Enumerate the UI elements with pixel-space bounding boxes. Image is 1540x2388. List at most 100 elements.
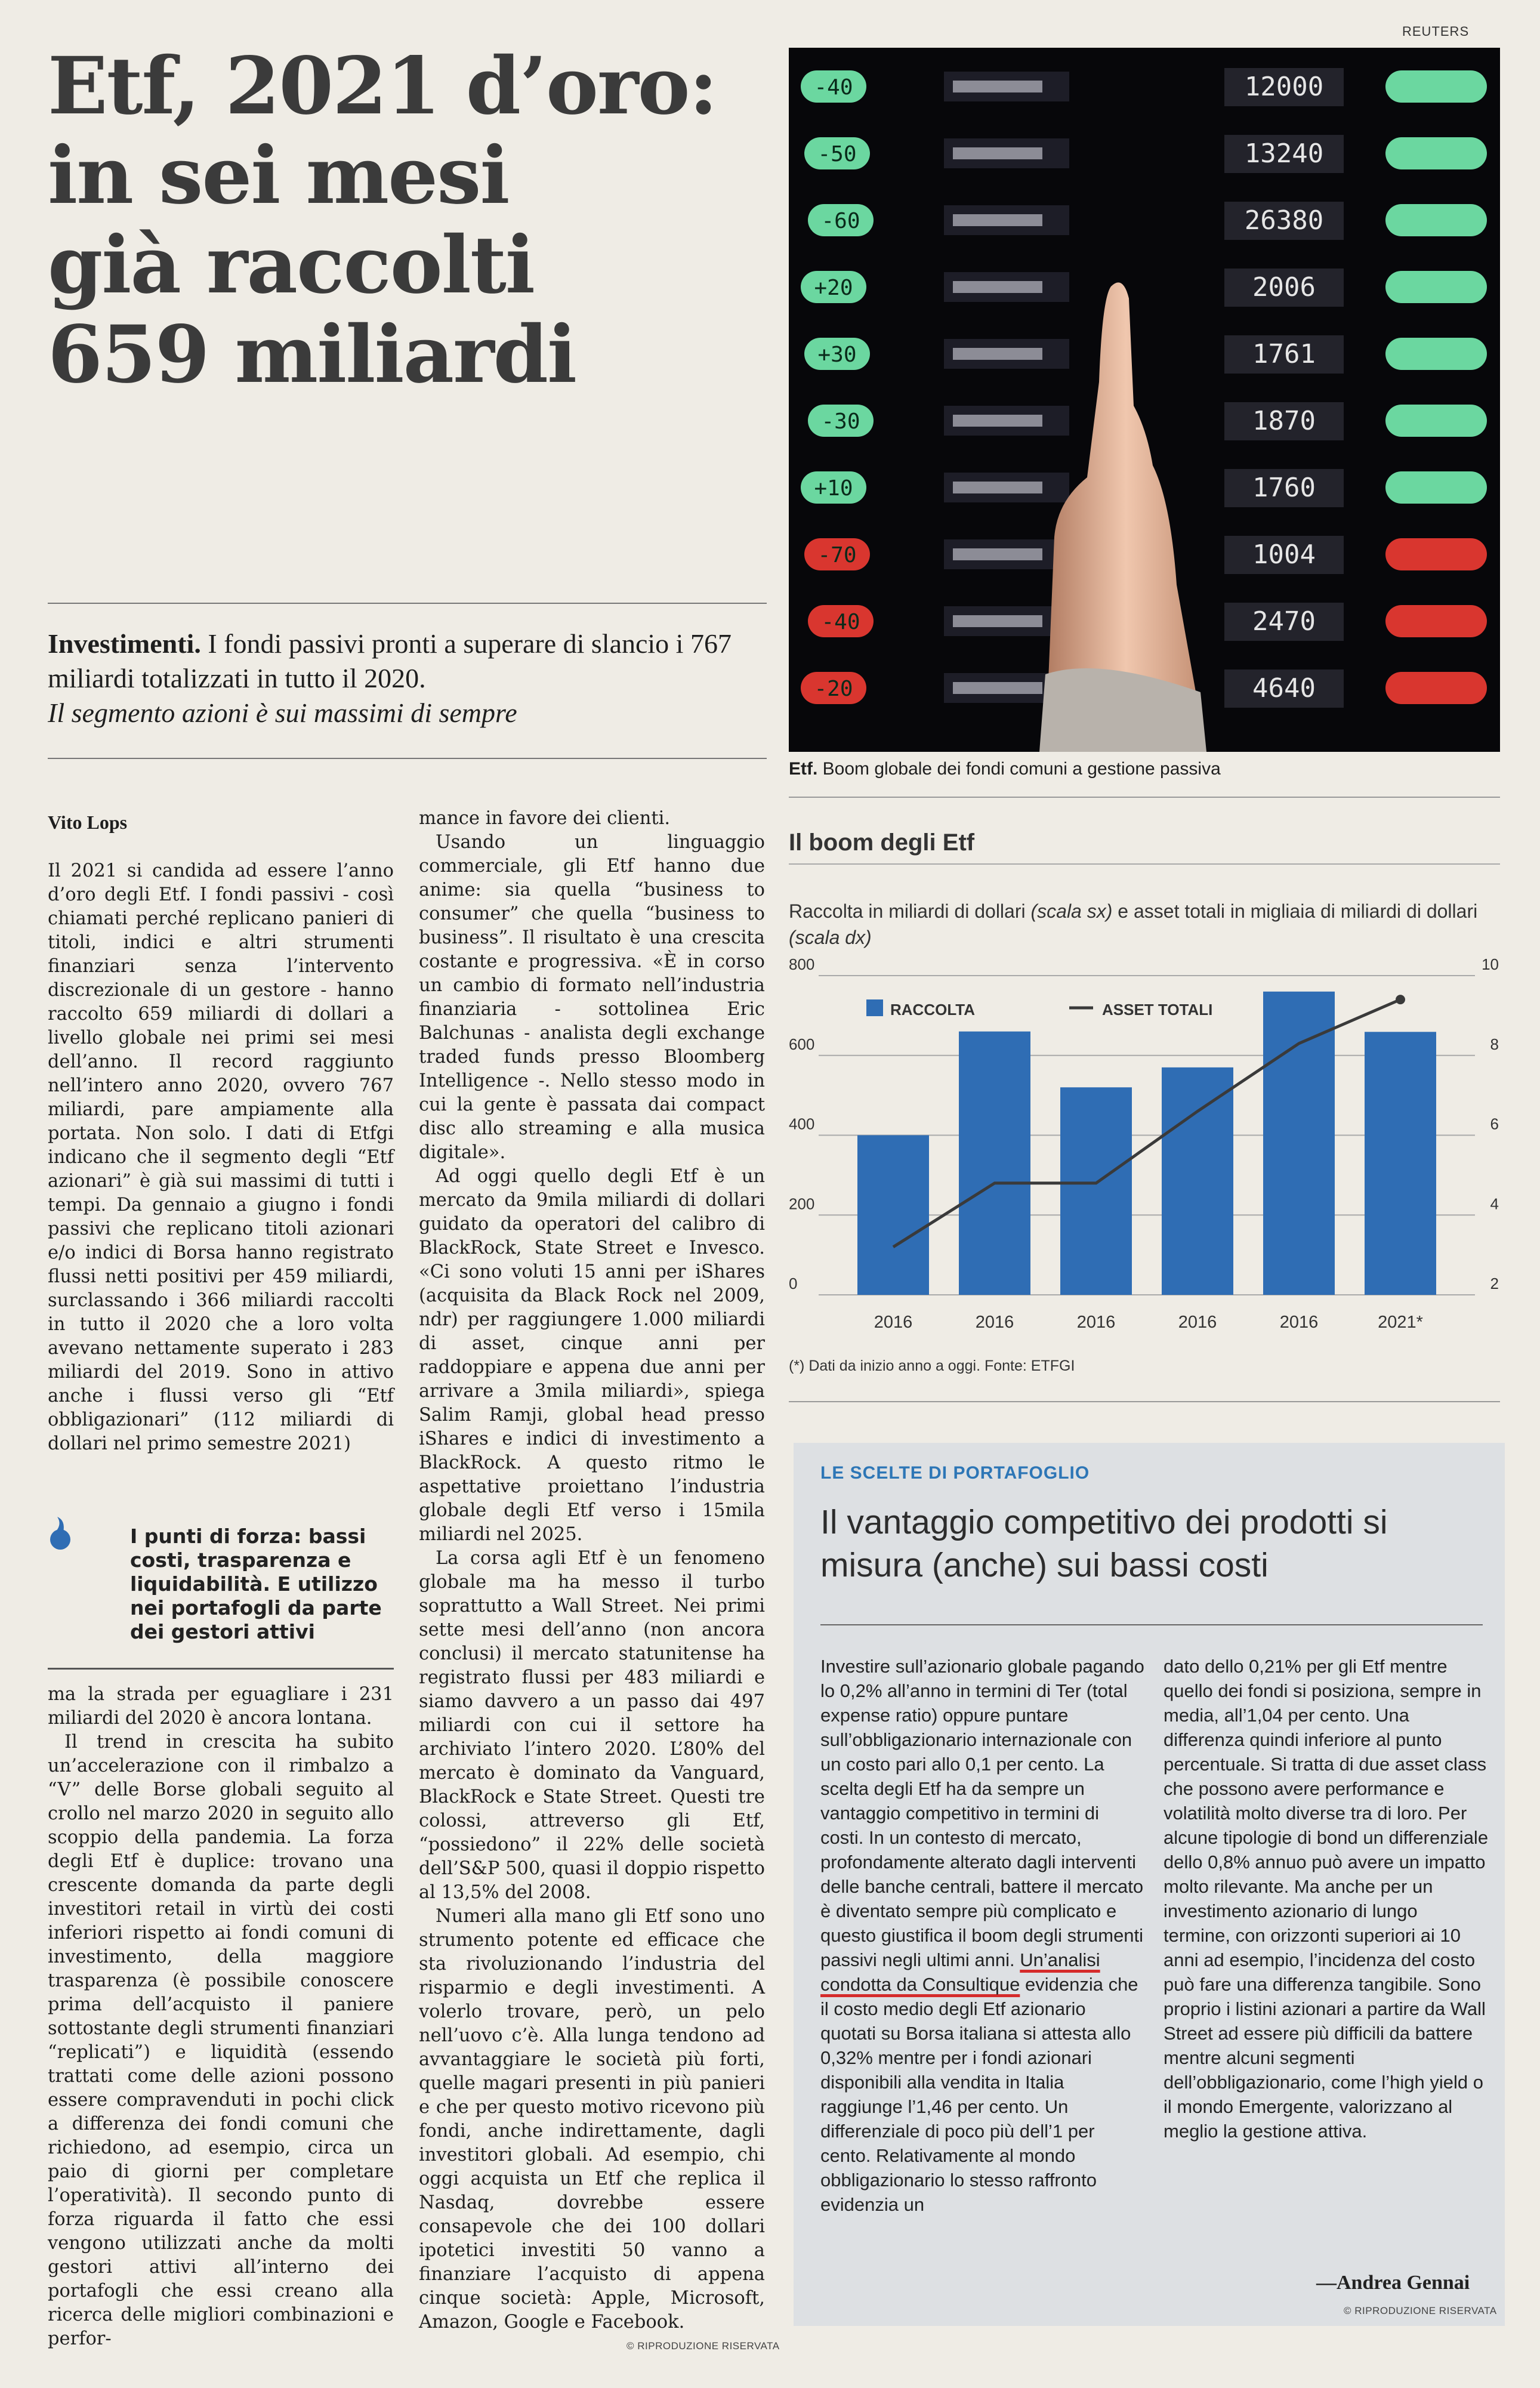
- board-delta-text: -60: [821, 209, 860, 233]
- chart-title: Il boom degli Etf: [789, 829, 975, 856]
- pointing-hand: [1045, 282, 1206, 752]
- y-left-tick-label: 200: [789, 1195, 814, 1212]
- article-column-1-continued: ma la strada per eguagliare i 231 miliar…: [48, 1683, 394, 2351]
- board-delta-pill: [801, 271, 866, 303]
- y-right-tick-label: 4: [1490, 1195, 1499, 1212]
- divider: [789, 797, 1500, 798]
- y-left-tick-label: 0: [789, 1275, 797, 1292]
- board-name-glyphs: [953, 281, 1042, 293]
- headline-line-4: 659 miliardi: [48, 308, 577, 401]
- board-delta-text: -30: [821, 409, 860, 434]
- y-right-tick-label: 8: [1490, 1035, 1499, 1053]
- chart-subtitle-part: Raccolta in miliardi di dollari: [789, 900, 1031, 922]
- board-number-block: [1224, 335, 1344, 374]
- board-right-pill: [1385, 538, 1487, 570]
- standfirst-italic: Il segmento azioni è sui massimi di semp…: [48, 698, 517, 728]
- author-byline: Vito Lops: [48, 812, 128, 833]
- board-delta-text: +30: [817, 343, 856, 367]
- board-number-text: 26380: [1245, 205, 1323, 236]
- copyright-note: © RIPRODUZIONE RISERVATA: [1344, 2305, 1497, 2316]
- paragraph: Usando un linguaggio commerciale, gli Et…: [419, 832, 765, 1163]
- chart-subtitle-part: (scala sx): [1030, 900, 1113, 922]
- board-number-text: 1004: [1252, 539, 1316, 570]
- board-delta-pill: [801, 672, 866, 704]
- photo-caption: Etf. Boom globale dei fondi comuni a ges…: [789, 759, 1221, 779]
- paragraph: Il trend in crescita ha subito un’accele…: [48, 1732, 394, 2349]
- board-delta-text: -50: [817, 142, 856, 166]
- photo-stock-board: -40 12000 -50 13240 -60 26380 +20 2006 +30 1761 -3…: [789, 48, 1500, 752]
- caption-label: Etf.: [789, 759, 818, 779]
- bar-raccolta: [959, 1031, 1030, 1295]
- board-number-text: 1761: [1252, 339, 1316, 369]
- stock-board-illustration: -40 12000 -50 13240 -60 26380 +20 2006 +30 1761 -3…: [789, 48, 1500, 752]
- standfirst-lead: Investimenti.: [48, 628, 201, 659]
- bar-raccolta: [857, 1135, 929, 1295]
- underlined-highlight: Un’analisi condotta da Consultique: [820, 1949, 1100, 1995]
- sidebar-box: [794, 1443, 1505, 2326]
- board-right-pill: [1385, 471, 1487, 504]
- board-number-block: [1224, 202, 1344, 240]
- board-delta-text: +10: [814, 476, 853, 501]
- board-delta-pill: [801, 70, 866, 103]
- board-number-text: 1760: [1252, 473, 1316, 503]
- board-number-text: 2006: [1252, 272, 1316, 303]
- board-delta-text: -20: [814, 677, 853, 701]
- board-right-pill: [1385, 70, 1487, 103]
- board-delta-pill: [804, 538, 870, 570]
- board-name-glyphs: [953, 147, 1042, 159]
- board-number-block: [1224, 669, 1344, 708]
- photo-credit: REUTERS: [1402, 24, 1470, 39]
- box-author: —Andrea Gennai: [1316, 2272, 1470, 2294]
- divider: [789, 1401, 1500, 1402]
- headline-line-3: già raccolti: [48, 219, 535, 311]
- caption-text: Boom globale dei fondi comuni a gestione…: [817, 759, 1221, 779]
- x-tick-label: 2016: [1178, 1313, 1217, 1332]
- quote-mark-icon: [50, 1517, 70, 1550]
- paragraph: mance in favore dei clienti.: [419, 808, 671, 829]
- chart-subtitle: Raccolta in miliardi di dollari (scala s…: [789, 898, 1500, 951]
- board-delta-text: -40: [821, 610, 860, 634]
- board-number-text: 1870: [1252, 406, 1316, 436]
- divider: [48, 603, 767, 604]
- legend-label-raccolta: RACCOLTA: [890, 1001, 975, 1019]
- paragraph: ma la strada per eguagliare i 231 miliar…: [48, 1684, 394, 1729]
- board-number-text: 12000: [1245, 72, 1323, 102]
- paragraph: La corsa agli Etf è un fenomeno globale …: [419, 1548, 765, 1903]
- y-right-tick-label: 6: [1490, 1115, 1499, 1133]
- board-number-block: [1224, 269, 1344, 307]
- board-right-pill: [1385, 271, 1487, 303]
- y-left-tick-label: 600: [789, 1035, 814, 1053]
- chart-footnote: (*) Dati da inizio anno a oggi. Fonte: E…: [789, 1357, 1075, 1374]
- board-right-pill: [1385, 204, 1487, 236]
- chart-subtitle-part: e asset totali in migliaia di miliardi d…: [1112, 900, 1478, 922]
- board-delta-pill: [804, 338, 870, 370]
- divider: [789, 863, 1500, 865]
- board-right-pill: [1385, 405, 1487, 437]
- y-right-tick-label: 2: [1490, 1275, 1499, 1292]
- bar-raccolta: [1162, 1067, 1233, 1295]
- headline-line-2: in sei mesi: [48, 129, 510, 222]
- chart-subtitle-part: (scala dx): [789, 927, 872, 948]
- board-number-block: [1224, 135, 1344, 173]
- headline: Etf, 2021 d’oro: in sei mesi già raccolt…: [48, 42, 764, 400]
- pull-quote: I punti di forza: bassi costi, trasparen…: [130, 1525, 382, 1643]
- board-name-glyphs: [953, 415, 1042, 427]
- board-delta-text: -70: [817, 543, 856, 567]
- board-name-glyphs: [953, 81, 1042, 92]
- board-delta-pill: [808, 405, 874, 437]
- board-delta-text: -40: [814, 75, 853, 100]
- x-tick-label: 2021*: [1378, 1313, 1423, 1332]
- legend-swatch-raccolta: [866, 999, 883, 1016]
- x-tick-label: 2016: [1077, 1313, 1116, 1332]
- bar-line-chart: 0 2 200 4 400 6 600 8 800 10 2016 2016 2016 2016 2016 2…: [789, 958, 1499, 1332]
- board-number-block: [1224, 603, 1344, 641]
- x-tick-label: 2016: [1280, 1313, 1319, 1332]
- paragraph: Numeri alla mano gli Etf sono uno strume…: [419, 1906, 765, 2333]
- box-title: Il vantaggio competitivo dei prodotti si…: [820, 1503, 1388, 1584]
- divider: [820, 1624, 1483, 1625]
- board-number-block: [1224, 469, 1344, 507]
- divider: [48, 1668, 394, 1670]
- board-right-pill: [1385, 605, 1487, 637]
- headline-line-1: Etf, 2021 d’oro:: [48, 40, 718, 132]
- article-column-1: Il 2021 si candida ad essere l’anno d’or…: [48, 859, 394, 1456]
